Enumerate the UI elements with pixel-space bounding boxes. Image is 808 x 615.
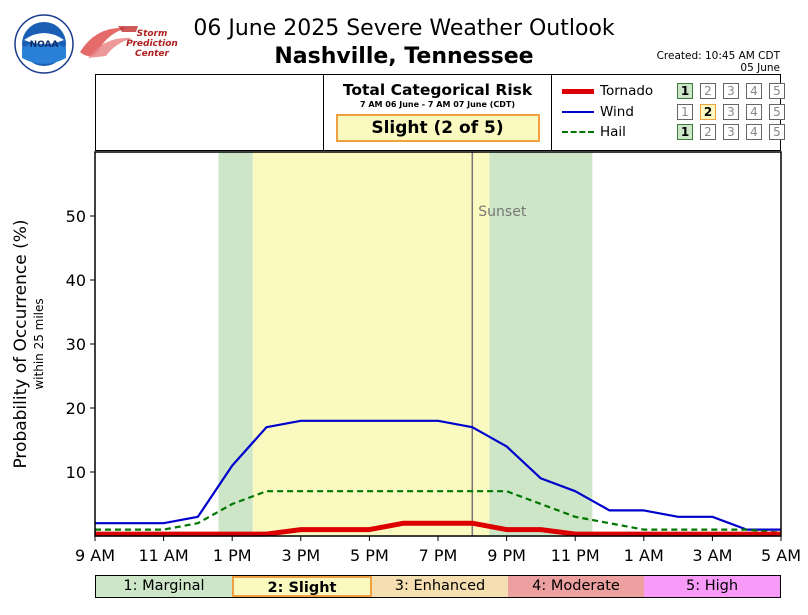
y-tick-label-50: 50 bbox=[66, 207, 86, 226]
categorical-risk-panel: Total Categorical Risk 7 AM 06 June - 7 … bbox=[323, 74, 552, 151]
y-tick-label-30: 30 bbox=[66, 335, 86, 354]
y-tick-label-10: 10 bbox=[66, 463, 86, 482]
scale-enhanced: 3: Enhanced bbox=[372, 576, 508, 597]
probability-chart: Sunset 10 20 30 40 50 9 AM 11 AM 1 PM 3 PM 5 PM 7 … bbox=[11, 151, 801, 565]
wind-level-1: 1 bbox=[677, 104, 693, 120]
risk-band-slight-1 bbox=[252, 152, 490, 536]
x-tick-label-20: 5 AM bbox=[761, 546, 801, 565]
y-tick-label-40: 40 bbox=[66, 271, 86, 290]
x-tick-label-16: 1 AM bbox=[624, 546, 664, 565]
legend-row-hail: Hail 1 2 3 4 5 bbox=[562, 122, 785, 142]
hail-level-1: 1 bbox=[677, 124, 693, 140]
scale-moderate: 4: Moderate bbox=[508, 576, 644, 597]
series-tornado-line bbox=[95, 520, 781, 537]
x-tick-label-12: 9 PM bbox=[487, 546, 526, 565]
y-tick-label-20: 20 bbox=[66, 399, 86, 418]
location-title: Nashville, Tennessee bbox=[274, 44, 534, 69]
noaa-logo-text: NOAA bbox=[30, 40, 59, 50]
x-tick-label-4: 1 PM bbox=[213, 546, 252, 565]
wind-level-3: 3 bbox=[723, 104, 739, 120]
legend-label-wind: Wind bbox=[600, 104, 634, 120]
risk-scale-bar: 1: Marginal 2: Slight 3: Enhanced 4: Mod… bbox=[95, 575, 781, 598]
series-wind-line bbox=[95, 419, 781, 531]
scale-slight: 2: Slight bbox=[232, 576, 372, 597]
legend-row-wind: Wind 1 2 3 4 5 bbox=[562, 102, 785, 122]
hail-level-5: 5 bbox=[769, 124, 785, 140]
wind-level-2: 2 bbox=[700, 104, 716, 120]
created-timestamp: Created: 10:45 AM CDT 05 June bbox=[657, 50, 780, 74]
risk-period: 7 AM 06 June - 7 AM 07 June (CDT) bbox=[360, 100, 515, 109]
risk-band-marginal-2 bbox=[489, 152, 593, 536]
hail-level-4: 4 bbox=[746, 124, 762, 140]
sunset-label: Sunset bbox=[478, 204, 527, 220]
x-tick-label-0: 9 AM bbox=[75, 546, 115, 565]
wind-level-5: 5 bbox=[769, 104, 785, 120]
series-hail-line bbox=[95, 490, 782, 534]
hail-level-2: 2 bbox=[700, 124, 716, 140]
tornado-level-3: 3 bbox=[723, 83, 739, 99]
noaa-logo: NOAA bbox=[14, 14, 74, 74]
y-axis-label: Probability of Occurrence (%) bbox=[11, 219, 31, 468]
spc-logo-line1: Storm bbox=[137, 29, 168, 39]
x-tick-label-18: 3 AM bbox=[692, 546, 732, 565]
legend-label-tornado: Tornado bbox=[600, 83, 654, 99]
risk-title: Total Categorical Risk bbox=[342, 81, 533, 99]
spc-logo-line3: Center bbox=[135, 49, 170, 59]
legend-line-hail bbox=[562, 131, 594, 133]
x-tick-label-2: 11 AM bbox=[138, 546, 188, 565]
created-time: Created: 10:45 AM CDT bbox=[656, 50, 780, 62]
created-date: 05 June bbox=[740, 62, 780, 74]
legend-label-hail: Hail bbox=[600, 124, 626, 140]
y-axis-sublabel: within 25 miles bbox=[32, 298, 46, 389]
x-tick-label-10: 7 PM bbox=[419, 546, 458, 565]
risk-level-badge: Slight (2 of 5) bbox=[335, 114, 540, 142]
hail-level-3: 3 bbox=[723, 124, 739, 140]
tornado-level-5: 5 bbox=[769, 83, 785, 99]
tornado-level-4: 4 bbox=[746, 83, 762, 99]
tornado-level-2: 2 bbox=[700, 83, 716, 99]
wind-level-4: 4 bbox=[746, 104, 762, 120]
spc-logo: Storm Prediction Center bbox=[80, 26, 178, 59]
scale-high: 5: High bbox=[644, 576, 780, 597]
legend-line-wind bbox=[562, 111, 594, 113]
scale-marginal: 1: Marginal bbox=[96, 576, 232, 597]
x-tick-label-6: 3 PM bbox=[281, 546, 320, 565]
x-tick-label-8: 5 PM bbox=[350, 546, 389, 565]
page-title: 06 June 2025 Severe Weather Outlook bbox=[193, 16, 615, 41]
spc-logo-line2: Prediction bbox=[126, 39, 178, 49]
x-tick-label-14: 11 PM bbox=[551, 546, 600, 565]
legend-row-tornado: Tornado 1 2 3 4 5 bbox=[562, 81, 785, 101]
legend-line-tornado bbox=[562, 88, 594, 94]
risk-band-marginal-0 bbox=[218, 152, 253, 536]
tornado-level-1: 1 bbox=[677, 83, 693, 99]
